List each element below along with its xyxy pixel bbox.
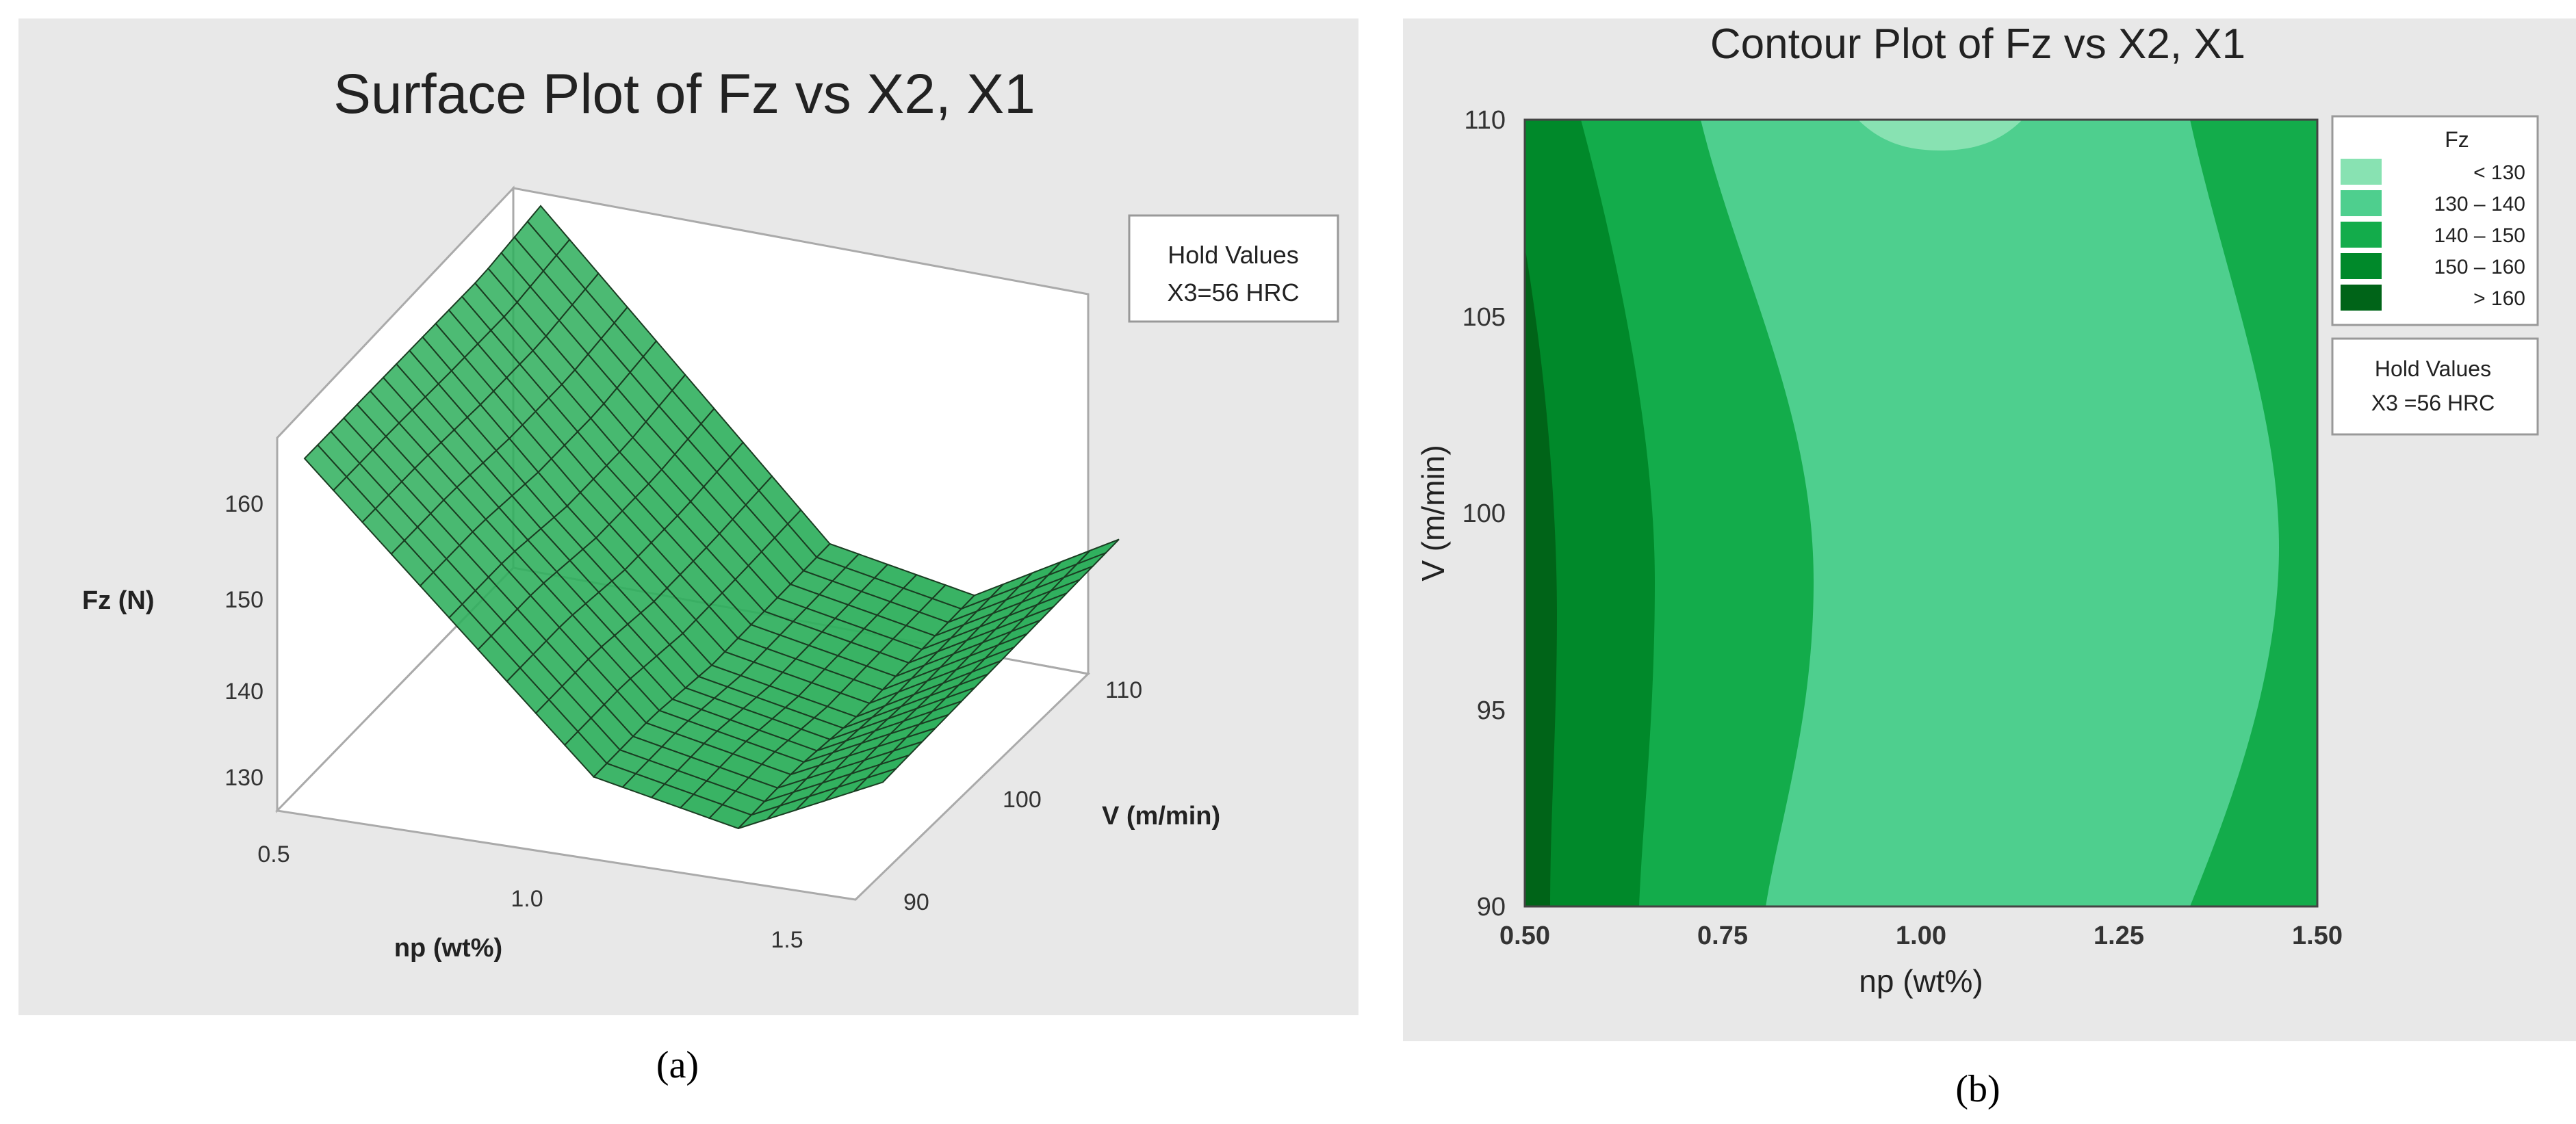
legend-label: 140 – 150	[2434, 224, 2525, 247]
contour-plot-border	[1523, 118, 2319, 908]
y-tick: 105	[1463, 303, 1506, 332]
x-axis-label: np (wt%)	[394, 934, 502, 963]
hold-values-title: Hold Values	[1168, 241, 1298, 269]
contour-panel: Contour Plot of Fz vs X2, X1 0.50 0.75 1…	[1403, 18, 2576, 1110]
legend-swatch	[2341, 253, 2382, 279]
y-tick: 100	[1463, 499, 1506, 528]
hold-values-box	[1128, 214, 1339, 323]
x-tick: 1.50	[2292, 922, 2343, 950]
contour-x-axis: 0.50 0.75 1.00 1.25 1.50 np (wt%)	[1499, 922, 2343, 999]
legend-swatch	[2341, 222, 2382, 248]
surface-facet	[853, 768, 897, 792]
contour-legend: Fz < 130 130 – 140 140 – 150 150 – 160 > 160	[2331, 115, 2539, 326]
legend-label: 150 – 160	[2434, 256, 2525, 278]
surface-mesh	[303, 205, 1120, 830]
hold-values-box	[2331, 337, 2539, 436]
x-tick: 1.25	[2094, 922, 2144, 950]
contour-region-140-150-right	[2190, 120, 2317, 906]
contour-title: Contour Plot of Fz vs X2, X1	[1710, 21, 2245, 68]
caption-b: (b)	[1955, 1068, 2000, 1110]
legend-swatch	[2341, 285, 2382, 311]
legend-title: Fz	[2445, 127, 2469, 152]
contour-y-axis: 90 95 100 105 110 V (m/min)	[1415, 106, 1506, 922]
x-tick: 1.5	[771, 927, 803, 953]
hold-values-value: X3=56 HRC	[1167, 278, 1299, 306]
caption-a: (a)	[656, 1044, 699, 1086]
z-tick: 160	[224, 491, 263, 517]
surface-title: Surface Plot of Fz vs X2, X1	[333, 63, 1035, 125]
y-tick: 100	[1003, 787, 1042, 813]
hold-values-value: X3 =56 HRC	[2371, 391, 2495, 415]
legend-label: > 160	[2473, 287, 2525, 310]
surface-y-axis: 90 100 110 V (m/min)	[903, 677, 1220, 915]
x-tick: 0.75	[1697, 922, 1748, 950]
z-tick: 130	[224, 765, 263, 791]
z-tick: 150	[224, 587, 263, 613]
legend-label: < 130	[2473, 161, 2525, 184]
legend-swatch	[2341, 159, 2382, 185]
y-tick: 90	[903, 889, 929, 915]
legend-items: < 130 130 – 140 140 – 150 150 – 160 > 160	[2341, 159, 2525, 311]
y-tick: 110	[1105, 677, 1142, 703]
z-axis-label: Fz (N)	[82, 586, 155, 615]
surface-z-axis: 160 150 140 130 Fz (N)	[82, 491, 263, 791]
legend-swatch	[2341, 190, 2382, 216]
y-tick: 110	[1464, 106, 1506, 135]
contour-hold-values: Hold Values X3 =56 HRC	[2331, 337, 2539, 436]
surface-x-axis: 0.5 1.0 1.5 np (wt%)	[257, 841, 803, 963]
contour-plot-area	[1523, 118, 2319, 908]
hold-values-title: Hold Values	[2375, 356, 2491, 381]
x-tick: 1.0	[511, 886, 543, 912]
x-tick: 0.50	[1499, 922, 1550, 950]
z-tick: 140	[224, 679, 263, 705]
x-tick: 0.5	[257, 841, 289, 867]
y-axis-label: V (m/min)	[1102, 802, 1220, 831]
x-tick: 1.00	[1896, 922, 1946, 950]
contour-region-150-160	[1525, 120, 1655, 906]
x-axis-label: np (wt%)	[1859, 963, 1983, 999]
surface-panel: Surface Plot of Fz vs X2, X1 160 150 140…	[18, 18, 1358, 1086]
contour-region-gt-160	[1525, 246, 1557, 906]
y-tick: 90	[1477, 893, 1506, 922]
y-axis-label: V (m/min)	[1415, 445, 1451, 581]
legend-label: 130 – 140	[2434, 193, 2525, 215]
surface-hold-values: Hold Values X3=56 HRC	[1128, 214, 1339, 323]
y-tick: 95	[1477, 696, 1506, 725]
contour-region-lt-130	[1858, 120, 2022, 151]
